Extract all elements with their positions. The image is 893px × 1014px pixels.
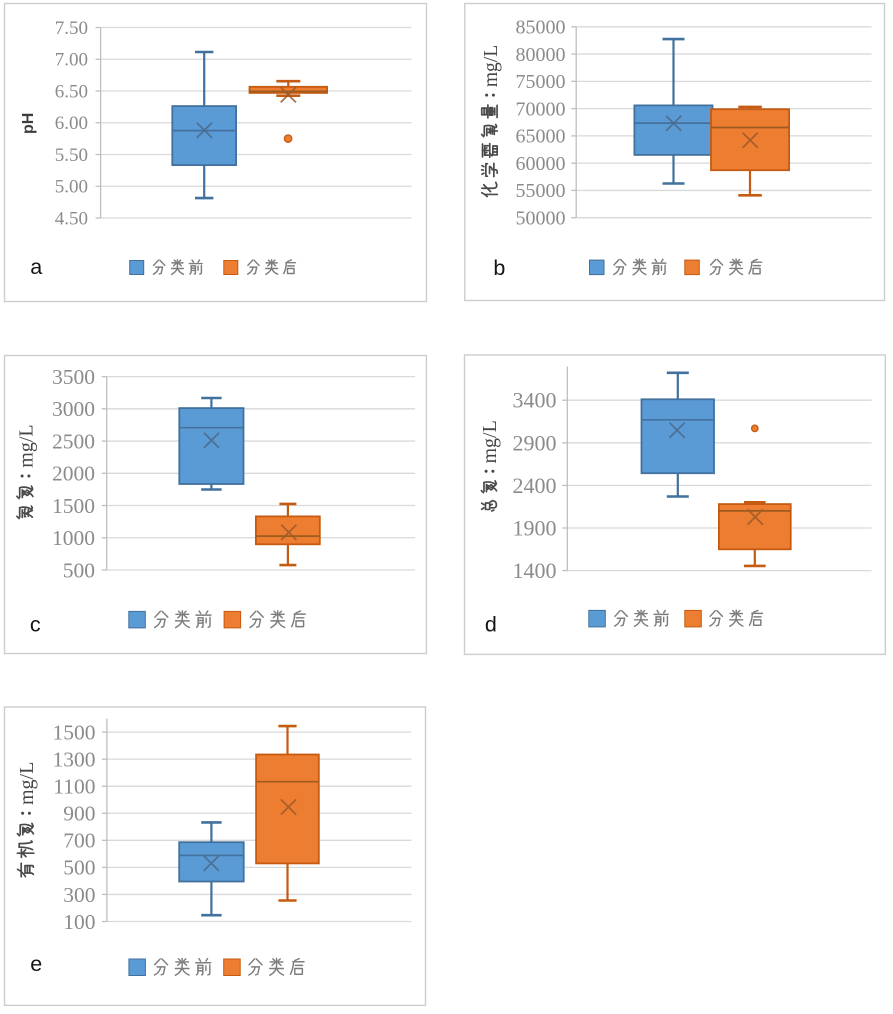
svg-text:300: 300 (63, 883, 95, 907)
svg-text:mg/L: mg/L (481, 45, 502, 87)
svg-text:6.00: 6.00 (55, 113, 88, 134)
svg-text:mg/L: mg/L (16, 424, 38, 467)
svg-text:85000: 85000 (516, 17, 566, 39)
svg-text:1000: 1000 (52, 526, 95, 550)
svg-text:1500: 1500 (53, 720, 96, 744)
svg-text:80000: 80000 (516, 44, 566, 66)
svg-text:65000: 65000 (516, 126, 566, 148)
svg-text:1300: 1300 (53, 748, 96, 772)
svg-text:1100: 1100 (53, 775, 95, 799)
svg-text:50000: 50000 (516, 208, 566, 230)
svg-text:b: b (493, 256, 505, 280)
svg-text:3400: 3400 (513, 388, 557, 413)
svg-text:7.00: 7.00 (55, 50, 88, 71)
svg-text:a: a (30, 255, 42, 279)
svg-text:75000: 75000 (516, 71, 566, 93)
svg-text:1400: 1400 (513, 558, 557, 583)
svg-text:3500: 3500 (52, 365, 95, 389)
svg-text:900: 900 (63, 802, 95, 826)
svg-text:c: c (30, 612, 41, 636)
svg-text:5.50: 5.50 (55, 145, 88, 166)
svg-text:500: 500 (63, 856, 95, 880)
svg-text:2000: 2000 (52, 462, 95, 486)
svg-text:4.50: 4.50 (55, 209, 88, 230)
svg-text:60000: 60000 (516, 153, 566, 175)
svg-text:d: d (485, 612, 497, 636)
svg-text:500: 500 (63, 558, 95, 582)
svg-text:7.50: 7.50 (55, 18, 88, 39)
svg-text:2500: 2500 (52, 429, 95, 453)
svg-text:3000: 3000 (52, 397, 95, 421)
svg-text:mg/L: mg/L (479, 420, 501, 463)
svg-text:70000: 70000 (516, 98, 566, 120)
svg-text:mg/L: mg/L (16, 762, 38, 805)
svg-text:5.00: 5.00 (55, 177, 88, 198)
svg-text:pH: pH (20, 113, 37, 134)
svg-text:55000: 55000 (516, 180, 566, 202)
svg-text:e: e (30, 952, 42, 976)
svg-text:1500: 1500 (52, 494, 95, 518)
svg-text:700: 700 (63, 829, 95, 853)
svg-text:6.50: 6.50 (55, 82, 88, 103)
svg-text:1900: 1900 (513, 516, 557, 541)
svg-text:2400: 2400 (513, 473, 557, 498)
svg-text:2900: 2900 (513, 430, 557, 455)
svg-text:100: 100 (63, 910, 95, 934)
